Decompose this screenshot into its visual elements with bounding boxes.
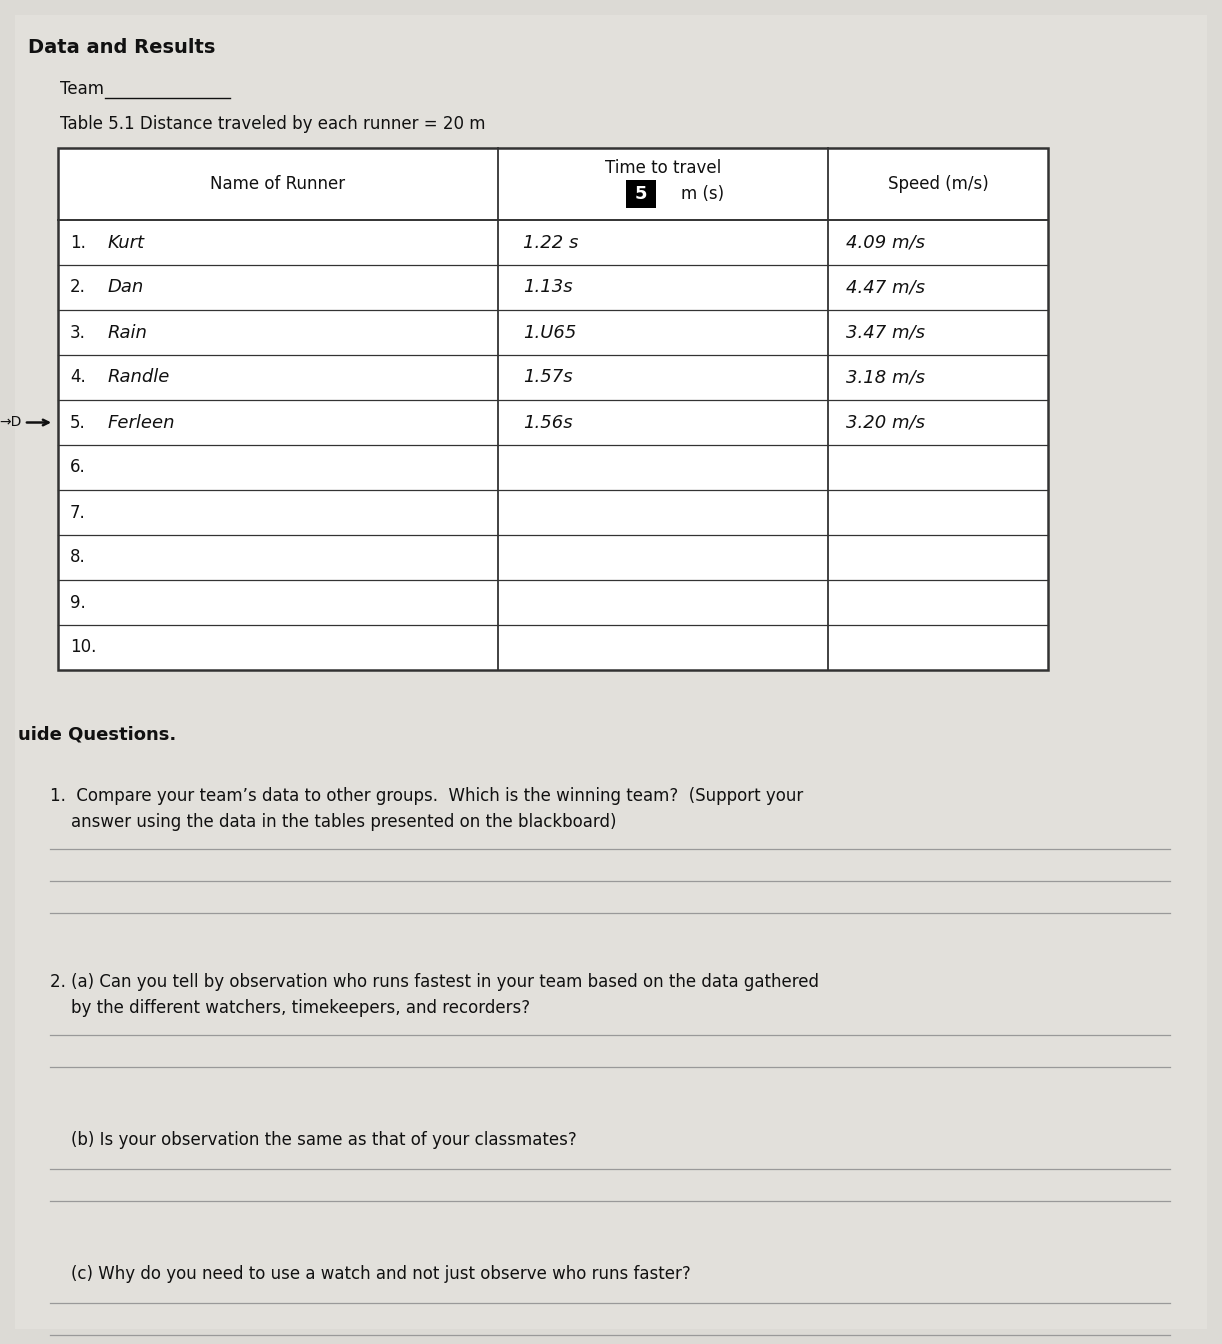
Text: Time to travel: Time to travel xyxy=(605,159,721,177)
Text: Name of Runner: Name of Runner xyxy=(210,175,346,194)
Text: 4.: 4. xyxy=(70,368,86,387)
Text: (c) Why do you need to use a watch and not just observe who runs faster?: (c) Why do you need to use a watch and n… xyxy=(50,1265,690,1284)
Text: (b) Is your observation the same as that of your classmates?: (b) Is your observation the same as that… xyxy=(50,1132,577,1149)
Text: answer using the data in the tables presented on the blackboard): answer using the data in the tables pres… xyxy=(50,813,617,831)
Text: 1.57s: 1.57s xyxy=(523,368,573,387)
Text: 3.20 m/s: 3.20 m/s xyxy=(846,414,925,431)
Text: 4.09 m/s: 4.09 m/s xyxy=(846,234,925,251)
Text: 1.: 1. xyxy=(70,234,86,251)
Text: 3.18 m/s: 3.18 m/s xyxy=(846,368,925,387)
Text: Randle: Randle xyxy=(108,368,170,387)
Text: Kurt: Kurt xyxy=(108,234,145,251)
Text: 3.: 3. xyxy=(70,324,86,341)
Bar xyxy=(57,148,1048,671)
Text: by the different watchers, timekeepers, and recorders?: by the different watchers, timekeepers, … xyxy=(50,999,530,1017)
Text: 9.: 9. xyxy=(70,594,86,612)
Text: 10.: 10. xyxy=(70,638,97,656)
FancyBboxPatch shape xyxy=(626,180,656,207)
Text: Ferleen: Ferleen xyxy=(108,414,176,431)
Text: Dan: Dan xyxy=(108,278,144,297)
Text: m (s): m (s) xyxy=(681,184,725,203)
Text: 5: 5 xyxy=(634,184,648,203)
Text: 1.13s: 1.13s xyxy=(523,278,573,297)
Text: 2.: 2. xyxy=(70,278,86,297)
Text: 1.56s: 1.56s xyxy=(523,414,573,431)
Text: 2. (a) Can you tell by observation who runs fastest in your team based on the da: 2. (a) Can you tell by observation who r… xyxy=(50,973,819,991)
Text: 8.: 8. xyxy=(70,548,86,567)
Text: Data and Results: Data and Results xyxy=(28,38,215,56)
Text: Team: Team xyxy=(60,81,104,98)
Text: 1.  Compare your team’s data to other groups.  Which is the winning team?  (Supp: 1. Compare your team’s data to other gro… xyxy=(50,788,803,805)
Text: 1.22 s: 1.22 s xyxy=(523,234,578,251)
Text: Rain: Rain xyxy=(108,324,148,341)
Text: Speed (m/s): Speed (m/s) xyxy=(887,175,989,194)
Text: →D: →D xyxy=(0,415,22,430)
Text: 7.: 7. xyxy=(70,504,86,521)
Bar xyxy=(57,148,1048,671)
Text: 3.47 m/s: 3.47 m/s xyxy=(846,324,925,341)
Text: 1.U65: 1.U65 xyxy=(523,324,577,341)
Text: Table 5.1 Distance traveled by each runner = 20 m: Table 5.1 Distance traveled by each runn… xyxy=(60,116,485,133)
Text: 4.47 m/s: 4.47 m/s xyxy=(846,278,925,297)
Text: 5.: 5. xyxy=(70,414,86,431)
Text: uide Questions.: uide Questions. xyxy=(18,724,176,743)
Text: 6.: 6. xyxy=(70,458,86,477)
